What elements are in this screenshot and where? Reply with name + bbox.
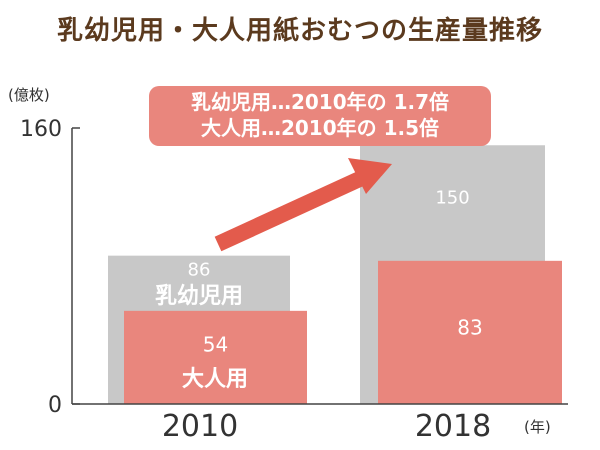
x-axis-unit-label: (年)	[524, 418, 551, 436]
growth-arrow-shaft	[214, 169, 368, 252]
data-label-2018-infant: 150	[435, 187, 469, 208]
x-tick-label-2018: 2018	[415, 409, 491, 444]
series-label-adult: 大人用	[182, 367, 248, 392]
data-label-2010-infant: 86	[188, 260, 211, 281]
data-label-2010-adult: 54	[203, 332, 228, 356]
bar-2018-adult	[378, 260, 562, 404]
bar-2010-adult	[124, 310, 307, 404]
y-tick-label-160: 160	[20, 117, 62, 142]
growth-arrow-head	[348, 158, 392, 194]
series-label-infant: 乳幼児用	[155, 283, 243, 309]
callout-box	[149, 86, 491, 146]
y-tick-label-0: 0	[48, 393, 62, 418]
y-axis-unit-label: (億枚)	[8, 86, 50, 104]
bars-layer	[108, 145, 562, 404]
x-tick-label-2010: 2010	[162, 409, 238, 444]
chart-title: 乳幼児用・大人用紙おむつの生産量推移	[56, 16, 543, 46]
data-label-2018-adult: 83	[457, 315, 482, 339]
callout-line-1: 乳幼児用…2010年の 1.7倍	[191, 90, 449, 114]
axis-layer: 0 160 (億枚) (年) 2010 2018	[8, 86, 568, 444]
callout-line-2: 大人用…2010年の 1.5倍	[201, 116, 439, 140]
